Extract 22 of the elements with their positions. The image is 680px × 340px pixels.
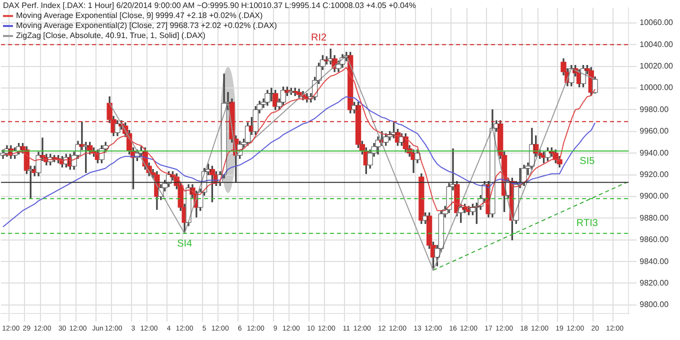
y-tick-label: 9980.00 <box>640 104 670 114</box>
y-tick-label: 10020.00 <box>640 62 674 71</box>
y-tick-label: 9840.00 <box>640 256 670 266</box>
y-tick-label: 10060.00 <box>640 18 674 28</box>
y-tick-label: 9960.00 <box>640 126 670 136</box>
chart-title: DAX Perf. Index [.DAX: 1 Hour] 6/20/2014 9:00:00 AM ~O:9995.90 H:10010.37 L:9995.14 C:10008.03 +4.05 +0.04% <box>3 1 416 11</box>
y-tick-label: 9860.00 <box>640 235 670 244</box>
y-tick-label: 9880.00 <box>640 213 670 222</box>
y-tick-label: 10040.00 <box>640 40 674 49</box>
y-tick-label: 9820.00 <box>640 278 670 288</box>
ref-line-label: SI4 <box>177 238 193 250</box>
y-tick-label: 10000.00 <box>640 83 674 92</box>
legend-label: Moving Average Exponential [Close, 9] 9999.47 +2.18 +0.02% (.DAX) <box>16 11 263 20</box>
ref-line-label: SI5 <box>580 156 596 167</box>
legend-label: ZigZag [Close, Absolute, 40.91, True, 1, Solid] (.DAX) <box>16 31 206 40</box>
y-tick-label: 9940.00 <box>640 148 670 158</box>
legend-label: Moving Average Exponential(2) [Close, 27] 9968.73 +2.02 +0.02% (.DAX) <box>16 21 277 30</box>
annotation: RTI3 <box>576 218 598 229</box>
y-tick-label: 9920.00 <box>640 170 670 179</box>
ref-line-label: RI2 <box>310 32 327 44</box>
y-tick-label: 9900.00 <box>640 192 670 201</box>
y-tick-label: 9800.00 <box>640 300 670 310</box>
